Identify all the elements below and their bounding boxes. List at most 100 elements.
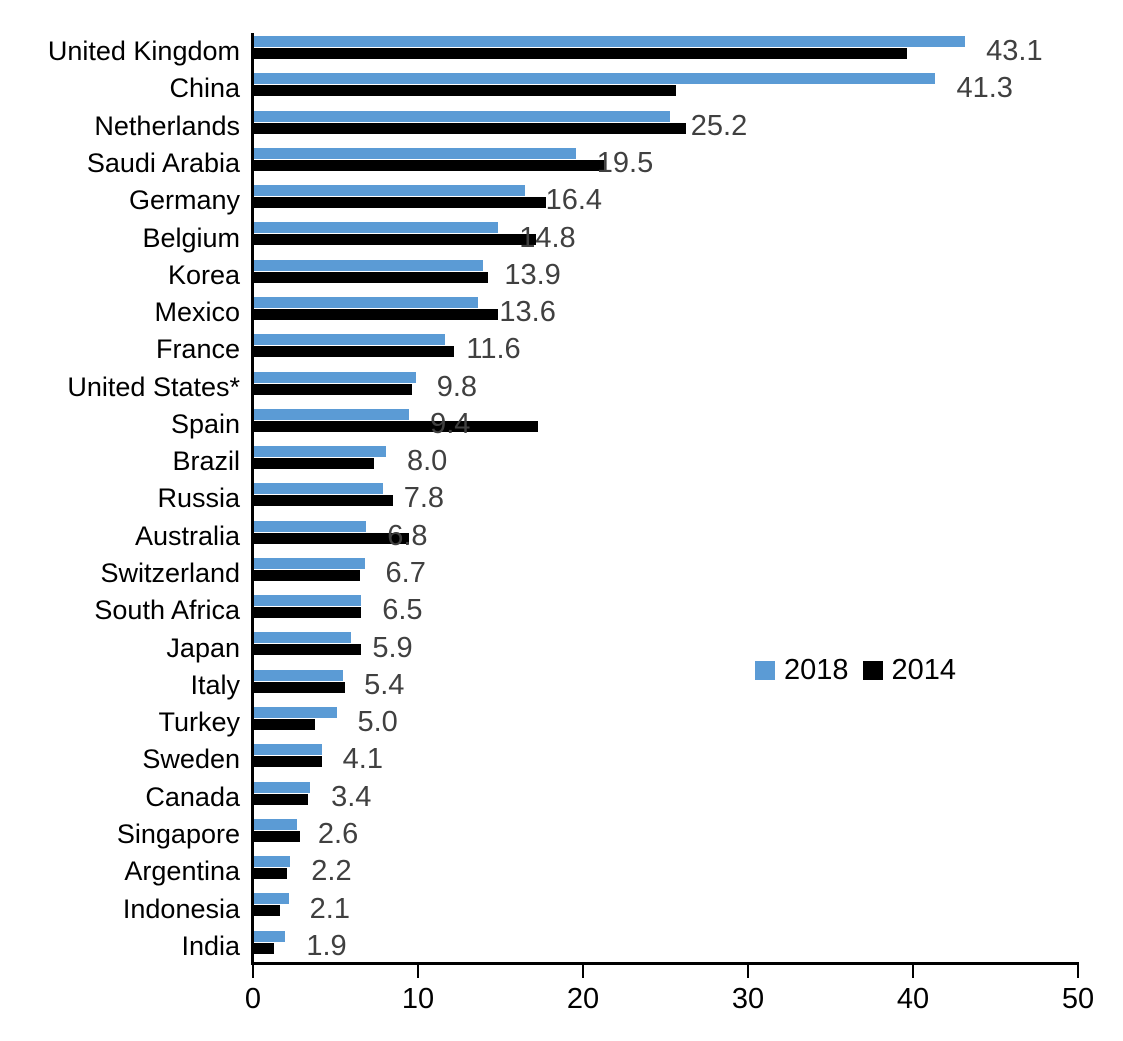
chart-row: China 41.3 (169, 70, 1079, 107)
category-label: Saudi Arabia (86, 147, 240, 178)
data-label: 13.9 (504, 258, 561, 291)
category-label: Belgium (142, 222, 240, 253)
x-axis-tick (582, 965, 584, 978)
chart-row: Sweden 4.1 (142, 741, 1079, 778)
chart-row: Brazil 8.0 (172, 443, 1079, 480)
category-label: United Kingdom (47, 36, 240, 67)
data-label: 5.0 (357, 706, 398, 739)
x-axis-tick (1077, 965, 1079, 978)
legend-swatch-2014 (862, 661, 883, 680)
bar-2014 (254, 830, 301, 842)
category-label: Spain (170, 408, 240, 439)
bar-2014 (254, 420, 538, 432)
x-axis-tick-label: 0 (244, 983, 262, 1015)
category-label: Brazil (172, 446, 240, 477)
bar-2014 (254, 756, 322, 768)
x-axis-tick (912, 965, 914, 978)
bar-2014 (254, 458, 375, 470)
bar-2014 (254, 495, 393, 507)
data-label: 41.3 (956, 72, 1013, 105)
category-label: Singapore (116, 819, 240, 849)
bar-2018 (254, 818, 297, 830)
chart-legend: 2018 2014 (755, 656, 956, 685)
bar-2018 (254, 595, 362, 607)
bar-2018 (254, 930, 286, 942)
data-label: 2.1 (309, 892, 350, 925)
category-label: Italy (190, 669, 240, 700)
bar-2014 (254, 868, 287, 880)
bar-2014 (254, 793, 309, 805)
data-label: 6.7 (385, 557, 426, 590)
bar-2018 (254, 259, 484, 271)
chart-row: Italy 5.4 (190, 667, 1079, 704)
legend-entry-2018: 2018 (755, 656, 849, 685)
data-label: 8.0 (407, 445, 448, 478)
bar-2014 (254, 644, 362, 656)
category-label: South Africa (94, 595, 240, 626)
chart-row: Netherlands 25.2 (94, 108, 1079, 145)
category-label: Netherlands (94, 110, 240, 141)
bar-2014 (254, 569, 360, 581)
category-label: Sweden (142, 744, 240, 775)
bar-2014 (254, 159, 604, 171)
chart-row: Japan 5.9 (166, 629, 1079, 666)
bar-2014 (254, 346, 454, 358)
data-label: 25.2 (690, 109, 748, 142)
data-label: 5.4 (364, 668, 405, 701)
data-label: 14.8 (519, 221, 576, 254)
bar-2014 (254, 308, 499, 320)
bar-2014 (254, 383, 413, 395)
bar-2014 (254, 48, 908, 59)
category-label: Turkey (158, 707, 240, 738)
chart-row: Indonesia 2.1 (123, 890, 1079, 927)
chart-row: Saudi Arabia 19.5 (87, 145, 1079, 182)
bar-2014 (254, 942, 274, 954)
bar-2018 (254, 483, 383, 495)
chart-row: Argentina 2.2 (124, 853, 1079, 890)
data-label: 6.5 (382, 594, 423, 627)
bar-2018 (254, 520, 367, 532)
bar-2018 (254, 408, 410, 420)
data-label: 16.4 (545, 184, 603, 217)
x-axis-tick (417, 965, 419, 978)
bar-2018 (254, 296, 479, 308)
chart-row: Canada 3.4 (145, 779, 1079, 816)
category-label: Russia (157, 483, 240, 514)
category-label: Mexico (154, 297, 240, 328)
chart-row: Turkey 5.0 (158, 704, 1079, 741)
chart-row: United States* 9.8 (67, 369, 1079, 406)
bar-2018 (254, 110, 670, 122)
bar-2014 (254, 607, 362, 619)
category-label: Switzerland (100, 558, 240, 589)
data-label: 5.9 (372, 631, 413, 664)
category-label: United States* (67, 371, 240, 402)
category-label: Australia (134, 520, 240, 551)
data-label: 19.5 (596, 146, 654, 179)
data-label: 9.4 (430, 407, 471, 440)
bar-2018 (254, 707, 337, 719)
bar-2018 (254, 856, 291, 868)
chart-row: Belgium 14.8 (142, 219, 1079, 256)
bar-2014 (254, 197, 547, 209)
category-label: Germany (128, 185, 240, 216)
data-label: 3.4 (331, 780, 372, 813)
bar-2014 (254, 532, 410, 544)
category-label: China (169, 73, 240, 104)
bar-2018 (254, 669, 344, 681)
data-label: 4.1 (342, 743, 383, 776)
legend-label-2018: 2018 (784, 654, 849, 686)
category-label: France (155, 334, 240, 365)
bar-2014 (254, 122, 687, 134)
data-label: 11.6 (466, 333, 521, 366)
x-axis-tick-label: 10 (401, 983, 435, 1015)
chart-row: India 1.9 (181, 928, 1079, 965)
category-label: Argentina (124, 856, 240, 887)
chart-row: Switzerland 6.7 (100, 555, 1079, 592)
bar-2018 (254, 185, 525, 197)
data-label: 43.1 (986, 35, 1043, 68)
data-label: 7.8 (403, 482, 445, 515)
data-label: 13.6 (499, 296, 556, 329)
legend-entry-2014: 2014 (862, 656, 956, 685)
x-axis-tick-label: 50 (1061, 983, 1095, 1015)
